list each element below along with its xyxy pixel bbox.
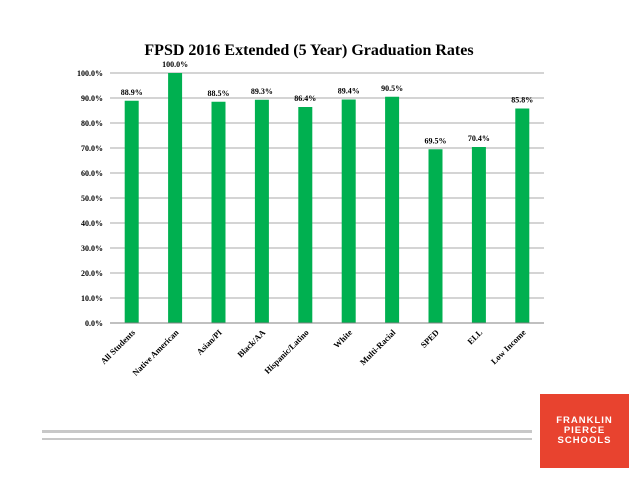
y-tick-label: 10.0% [81, 294, 103, 303]
bar-chart: 0.0% 10.0% 20.0% 30.0% 40.0% 50.0% 60.0% 70.0% 8… [77, 60, 544, 378]
x-category-label: Hispanic/Latino [262, 327, 310, 375]
x-category-label: ELL [465, 327, 484, 346]
data-label: 88.9% [121, 88, 143, 97]
x-category-label: All Students [98, 327, 137, 366]
x-category-label: White [331, 327, 354, 350]
x-category-label: Black/AA [235, 327, 268, 360]
y-tick-label: 30.0% [81, 244, 103, 253]
bar [385, 96, 400, 323]
data-label: 100.0% [162, 60, 188, 69]
bar [341, 99, 356, 323]
y-tick-label: 70.0% [81, 144, 103, 153]
x-category-label: Native American [130, 327, 180, 377]
bar [124, 100, 139, 323]
bar [428, 149, 443, 323]
logo-line-1: FRANKLIN [556, 415, 613, 426]
logo-line-3: SCHOOLS [557, 435, 612, 446]
y-tick-label: 50.0% [81, 194, 103, 203]
y-tick-label: 90.0% [81, 94, 103, 103]
y-tick-label: 80.0% [81, 119, 103, 128]
chart-title: FPSD 2016 Extended (5 Year) Graduation R… [144, 42, 474, 59]
y-tick-label: 20.0% [81, 269, 103, 278]
data-label: 89.4% [338, 87, 360, 96]
y-tick-label: 40.0% [81, 219, 103, 228]
bar [211, 101, 226, 323]
x-category-label: Multi-Racial [358, 327, 398, 367]
bar [471, 147, 486, 323]
data-label: 69.5% [425, 136, 447, 145]
x-category-label: Asian/PI [194, 327, 224, 357]
data-label: 90.5% [381, 84, 403, 93]
y-tick-label: 0.0% [85, 319, 103, 328]
x-category-label: Low Income [489, 327, 528, 366]
data-label: 86.4% [294, 94, 316, 103]
y-tick-label: 100.0% [77, 69, 103, 78]
bar [298, 107, 313, 323]
bar [168, 73, 183, 323]
data-label: 89.3% [251, 87, 273, 96]
data-label: 85.8% [511, 96, 533, 105]
data-label: 70.4% [468, 134, 490, 143]
bar [515, 108, 530, 323]
footer-rule-top [42, 430, 532, 433]
bar [254, 99, 269, 323]
franklin-pierce-schools-logo: FRANKLIN PIERCE SCHOOLS [540, 394, 629, 468]
footer-rule-bottom [42, 438, 532, 440]
data-label: 88.5% [208, 89, 230, 98]
x-category-label: SPED [418, 327, 440, 349]
y-tick-label: 60.0% [81, 169, 103, 178]
logo-line-2: PIERCE [563, 425, 606, 436]
